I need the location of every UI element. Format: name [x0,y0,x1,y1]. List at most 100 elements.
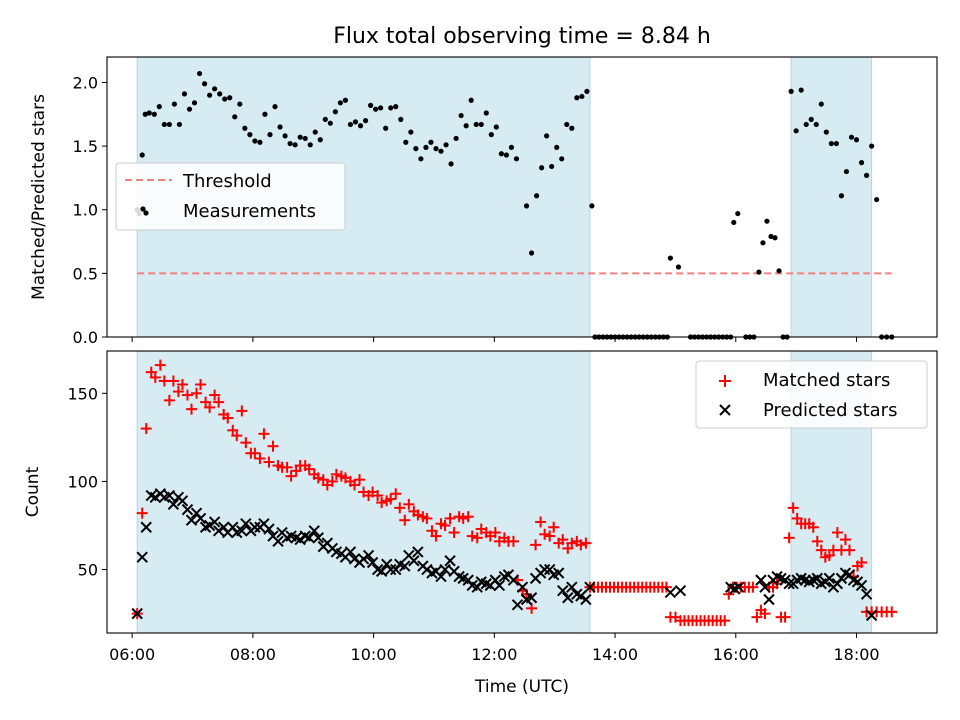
measurement-point [393,104,399,110]
measurement-point [292,142,298,148]
predicted-star-point [562,592,574,604]
measurement-point [764,218,770,224]
predicted-star-point [525,592,538,604]
predicted-star-mark [285,530,297,542]
predicted-legend-marker [719,404,731,416]
matched-star-point [312,472,324,484]
predicted-star-point [357,553,370,565]
predicted-star-mark [272,535,284,548]
top-panel: 0.00.51.01.52.0 Matched/Predicted stars … [29,56,938,347]
predicted-star-mark [145,489,157,502]
measurement-point [731,219,737,226]
predicted-star-mark [575,590,587,602]
measurement-point [332,109,338,115]
measurement-point [383,125,389,131]
matched-star-point [421,512,433,524]
predicted-star-mark [571,588,583,600]
measurement-point [533,193,540,199]
predicted-star-mark [249,521,261,533]
matched-star-point [544,530,556,542]
predicted-star-point [580,593,592,606]
matched-star-point [263,456,275,468]
predicted-star-mark [430,565,442,578]
measurement-point [227,95,233,101]
measurement-point [564,121,570,128]
measurement-point [488,132,494,138]
matched-star-point [236,405,248,417]
measurement-point [352,119,359,125]
matched-star-point [783,532,795,544]
predicted-star-point [860,588,873,600]
matched-star-point [303,463,315,475]
measurement-point [408,129,414,135]
measurement-point [853,137,860,143]
top-legend-box [115,162,346,231]
predicted-star-mark [131,607,143,620]
predicted-star-mark [385,563,397,576]
predicted-star-point [538,563,551,576]
measurement-point [458,112,464,119]
measurement-point [142,111,148,117]
measurement-point [161,121,167,128]
predicted-star-mark [475,576,487,588]
matched-star-point [281,461,293,473]
matched-star-point [330,468,342,480]
measurement-point [523,203,530,209]
predicted-star-mark [557,584,569,597]
matched-star-point [548,521,560,533]
predicted-star-mark [855,579,868,592]
matched-star-point [136,507,148,519]
measurement-point [793,128,799,134]
measurement-point [262,111,268,117]
x-tick-label: 08:00 [230,645,276,664]
measurement-point [388,105,394,111]
predicted-star-mark [580,593,592,606]
measurement-point [503,152,510,158]
measurement-point [473,121,479,128]
matched-star-point [759,608,771,620]
predicted-star-mark [448,565,460,578]
matched-star-point [747,581,759,593]
predicted-star-mark [860,588,873,600]
predicted-star-point [344,546,357,558]
measurement-point [483,110,489,116]
predicted-star-point [203,519,216,532]
bottom-plot-frame [106,350,938,634]
predicted-star-point [783,577,795,590]
matched-star-point [213,396,225,408]
predicted-star-mark [167,498,180,511]
x-tick-label: 16:00 [713,645,759,664]
measurement-point [317,137,323,143]
predicted-star-mark [357,553,370,565]
predicted-star-mark [163,489,176,502]
y-tick-label: 2.0 [73,73,98,92]
measurement-point [337,100,344,106]
predicted-star-mark [149,491,161,503]
predicted-star-point [566,581,578,593]
measurement-point [373,106,379,112]
predicted-star-mark [466,579,478,592]
measurement-point [498,151,504,157]
measurement-point [287,140,293,147]
predicted-star-mark [674,584,687,597]
predicted-star-mark [444,555,456,567]
matched-star-point [779,611,791,623]
measurement-point [222,96,228,102]
measurement-point [468,97,474,103]
matched-star-point [399,514,411,526]
predicted-star-mark [664,586,677,599]
x-tick-label: 14:00 [592,645,638,664]
measurement-point [176,121,183,128]
predicted-legend-label: Predicted stars [763,400,897,421]
predicted-star-point [163,489,176,502]
measurements-legend-marker [140,206,146,212]
predicted-star-point [664,586,677,599]
predicted-star-mark [795,572,807,585]
predicted-star-mark [294,533,306,546]
predicted-star-mark [181,503,194,516]
measurement-point [237,101,243,107]
bottom-x-ticks: 06:00 08:00 10:00 12:00 14:00 16:00 18:00 [109,633,880,664]
predicted-star-mark [733,581,745,593]
predicted-star-mark [439,563,451,576]
matched-star-point [254,453,266,465]
